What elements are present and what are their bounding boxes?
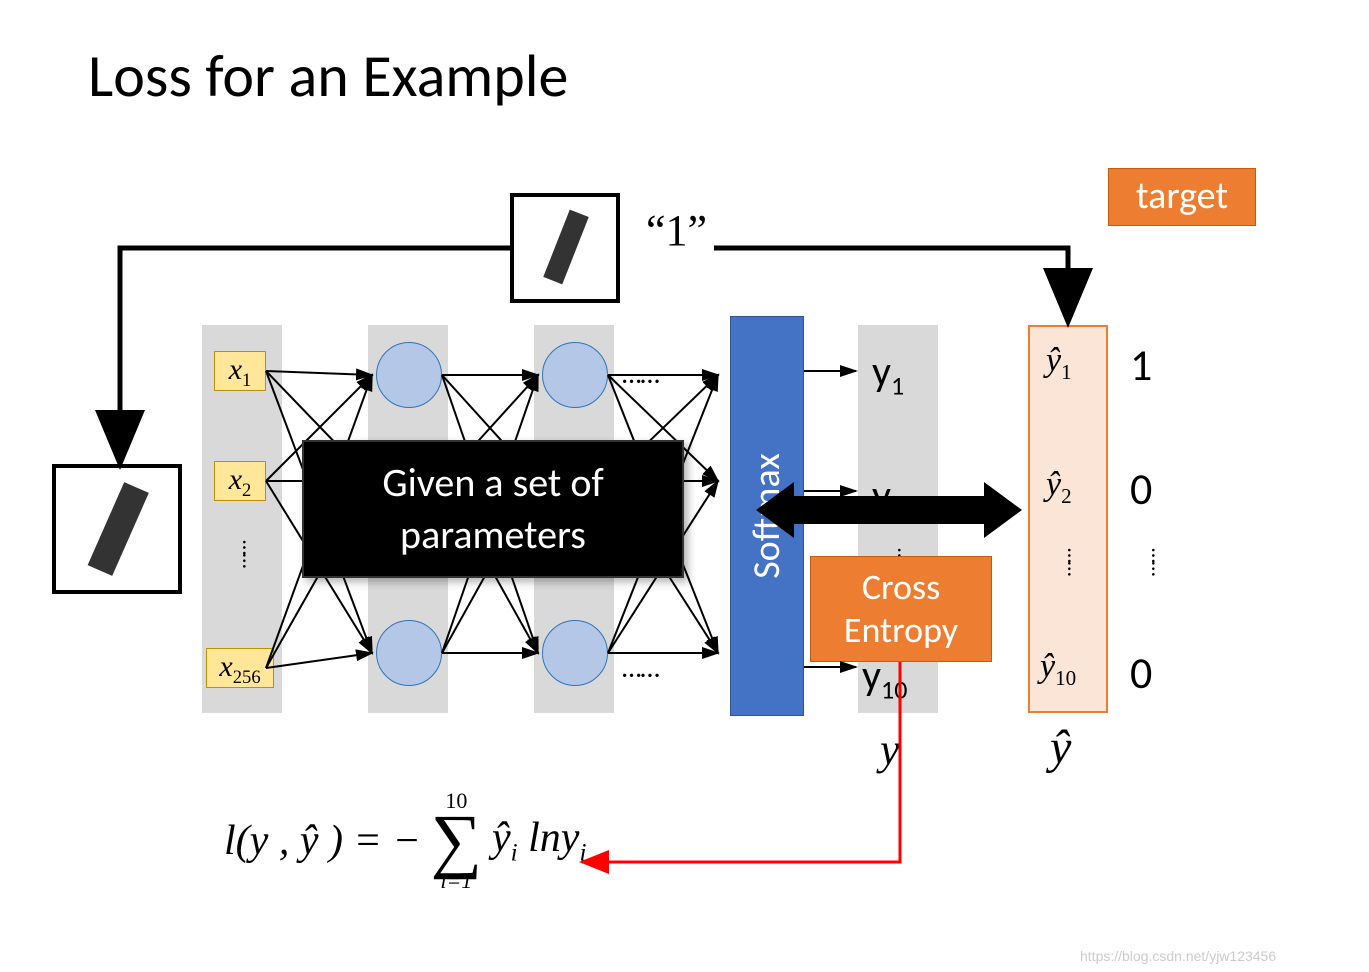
parameters-callout: Given a set of parameters (302, 440, 684, 578)
softmax-box: Softmax (730, 316, 804, 716)
y2-label: y2 (872, 470, 904, 525)
yhat10-label: ŷ10 (1040, 648, 1076, 691)
loss-formula: l(y , ŷ ) = − 10 ∑ i=1 ŷi lnyi (224, 790, 586, 892)
neuron-h1-1 (376, 342, 442, 408)
neuron-h1-3 (376, 620, 442, 686)
slide-title: Loss for an Example (88, 40, 568, 113)
neuron-h2-1 (542, 342, 608, 408)
yhat-symbol: ŷ (1050, 720, 1071, 775)
target-val-2: 0 (1130, 462, 1152, 516)
target-val-3: 0 (1130, 646, 1152, 700)
neuron-h2-3 (542, 620, 608, 686)
targetval-vdots: …… (1146, 548, 1173, 574)
watermark-text: https://blog.csdn.net/yjw123456 (1080, 948, 1276, 964)
yhat1-label: ŷ1 (1046, 342, 1072, 385)
y1-label: y1 (872, 346, 904, 401)
target-label-box: target (1108, 168, 1256, 226)
input-vdots: …… (237, 540, 264, 566)
input-x256: x256 (206, 648, 274, 688)
target-val-1: 1 (1130, 338, 1152, 392)
digit-image-left (52, 464, 182, 594)
digit-label-1: “1” (646, 205, 707, 256)
input-x2: x2 (214, 461, 266, 501)
digit-image-top (510, 193, 620, 303)
yhat2-label: ŷ2 (1046, 466, 1072, 509)
y-symbol: y (880, 724, 900, 775)
layer-hdots-bot: …… (622, 650, 659, 685)
yhat-vdots: …… (1062, 548, 1089, 574)
input-x1: x1 (214, 351, 266, 391)
cross-entropy-box: Cross Entropy (810, 556, 992, 662)
layer-hdots-top: …… (622, 356, 659, 391)
